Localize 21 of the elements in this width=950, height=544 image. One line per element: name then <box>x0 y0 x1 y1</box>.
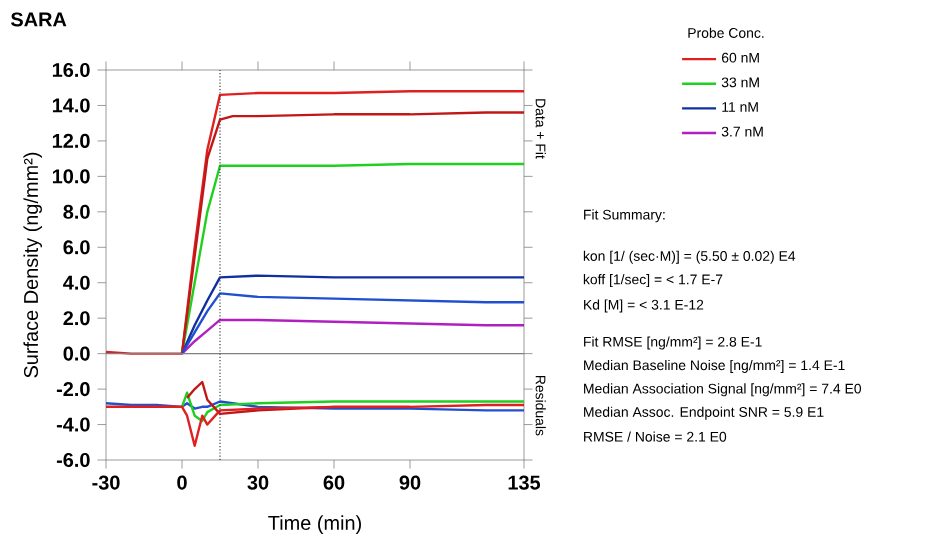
y-tick-label: 8.0 <box>63 204 90 219</box>
y-tick-label: 10.0 <box>52 169 90 184</box>
chart-title: SARA <box>10 12 67 27</box>
x-tick-label: 90 <box>399 475 421 490</box>
y-tick-label: 14.0 <box>52 98 90 113</box>
x-tick-label: -30 <box>92 475 120 490</box>
y-tick-label: 16.0 <box>52 62 90 78</box>
x-axis-title: Time (min) <box>268 515 361 534</box>
y-tick-label: -2.0 <box>56 382 90 397</box>
y-tick-label: 2.0 <box>63 311 90 326</box>
y-tick-label: -6.0 <box>56 452 90 468</box>
y-tick-label: 12.0 <box>52 133 90 148</box>
y-tick-label: 4.0 <box>63 275 90 290</box>
y-tick-label: 0.0 <box>63 346 90 361</box>
y-tick-label: 6.0 <box>63 240 90 255</box>
y-axis-title: Surface Density (ng/mm²) <box>23 152 42 378</box>
x-tick-label: 0 <box>177 475 187 490</box>
y-tick-label: -4.0 <box>56 417 90 432</box>
x-tick-label: 30 <box>247 475 269 490</box>
x-tick-label: 60 <box>323 475 345 490</box>
x-tick-label: 135 <box>508 475 541 490</box>
